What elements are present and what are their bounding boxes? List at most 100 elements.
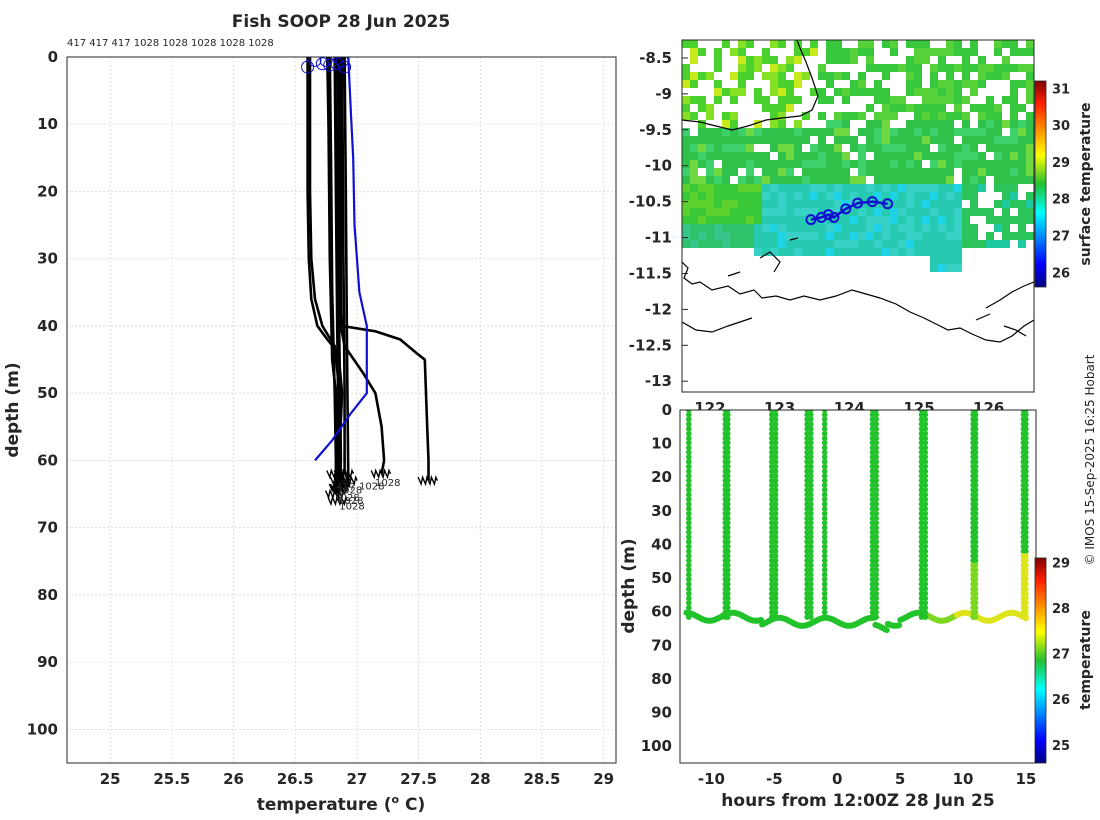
dive-point: [922, 590, 929, 597]
sst-pixel: [938, 248, 946, 256]
sst-pixel: [898, 64, 906, 72]
sst-pixel: [938, 216, 946, 224]
sst-pixel: [802, 240, 810, 248]
dive-point: [725, 604, 731, 611]
sst-pixel: [1010, 160, 1018, 168]
sst-pixel: [906, 208, 914, 216]
timeseries-y-tick-label: 20: [651, 468, 672, 486]
dive-point: [972, 529, 979, 536]
sst-pixel: [986, 240, 994, 248]
sst-pixel: [874, 96, 882, 104]
sst-pixel: [706, 72, 714, 80]
sst-pixel: [706, 192, 714, 200]
sst-pixel: [850, 192, 858, 200]
dive-point: [808, 416, 814, 423]
sst-pixel: [770, 136, 778, 144]
profile-bottom-noise: [417, 474, 439, 487]
sst-pixel: [754, 160, 762, 168]
sst-pixel: [930, 224, 938, 232]
sst-pixel: [970, 208, 978, 216]
sst-pixel: [850, 224, 858, 232]
sst-pixel: [850, 56, 858, 64]
sst-pixel: [890, 152, 898, 160]
map-colorbar-tick-label: 26: [1052, 266, 1070, 281]
sst-pixel: [962, 128, 970, 136]
sst-pixel: [778, 144, 786, 152]
sst-pixel: [690, 48, 698, 56]
sst-pixel: [882, 216, 890, 224]
profile-bottom-label: 1028: [359, 481, 384, 492]
sst-pixel: [938, 120, 946, 128]
dive-point: [725, 411, 731, 418]
dive-point: [821, 444, 828, 451]
profile-bottom-noise: [329, 481, 351, 493]
sst-pixel: [770, 40, 778, 48]
sst-pixel: [842, 120, 850, 128]
sst-pixel: [938, 232, 946, 240]
sst-pixel: [946, 120, 954, 128]
dive-point: [922, 416, 929, 423]
sst-pixel: [762, 48, 770, 56]
sst-pixel: [1018, 168, 1026, 176]
sst-pixel: [706, 200, 714, 208]
sst-pixel: [866, 248, 874, 256]
sst-pixel: [786, 232, 794, 240]
sst-pixel: [770, 192, 778, 200]
dive-point: [922, 444, 929, 451]
track-marker: [882, 198, 894, 210]
sst-pixel: [730, 224, 738, 232]
sst-pixel: [802, 176, 810, 184]
dive-point: [922, 557, 929, 564]
profile-x-tick-label: 28: [470, 770, 491, 788]
sst-pixel: [946, 208, 954, 216]
sst-pixel: [874, 192, 882, 200]
sst-pixel: [826, 72, 834, 80]
dive-point: [972, 440, 979, 446]
sst-pixel: [770, 224, 778, 232]
dive-point: [821, 529, 828, 536]
dive-point: [808, 430, 814, 437]
sst-pixel: [818, 232, 826, 240]
sst-pixel: [714, 240, 722, 248]
sst-pixel: [834, 120, 842, 128]
sst-pixel: [930, 136, 938, 144]
dive-point: [1023, 411, 1029, 418]
sst-pixel: [722, 176, 730, 184]
sst-pixel: [914, 104, 922, 112]
dive-point: [808, 614, 814, 620]
sst-pixel: [978, 176, 986, 184]
sst-pixel: [850, 248, 858, 256]
dive-point: [922, 510, 929, 517]
sst-pixel: [698, 240, 706, 248]
sst-pixel: [1018, 216, 1026, 224]
dive-point: [1023, 520, 1029, 526]
sst-pixel: [1010, 128, 1018, 136]
sst-pixel: [818, 176, 826, 184]
sst-pixel: [1026, 72, 1034, 80]
dive-point: [972, 454, 979, 460]
sst-pixel: [714, 144, 722, 152]
profile-bottom-noise: [333, 468, 355, 480]
dive-point: [686, 468, 692, 475]
dive-point: [873, 515, 879, 522]
dive-point: [972, 543, 979, 550]
sst-pixel: [770, 56, 778, 64]
sst-pixel: [754, 200, 762, 208]
dive-point: [821, 539, 828, 545]
sst-pixel: [890, 64, 898, 72]
sst-pixel: [954, 160, 962, 168]
sst-pixel: [738, 240, 746, 248]
dive-point: [972, 553, 979, 559]
sst-pixel: [730, 200, 738, 208]
sst-pixel: [882, 136, 890, 144]
sst-pixel: [954, 128, 962, 136]
dive-point: [808, 534, 814, 540]
dive-point: [873, 459, 879, 465]
sst-pixel: [834, 168, 842, 176]
sst-pixel: [682, 144, 690, 152]
bottom-point: [896, 622, 903, 629]
sst-pixel: [1010, 80, 1018, 88]
sst-pixel: [890, 176, 898, 184]
sst-pixel: [682, 184, 690, 192]
dive-point: [772, 520, 779, 526]
